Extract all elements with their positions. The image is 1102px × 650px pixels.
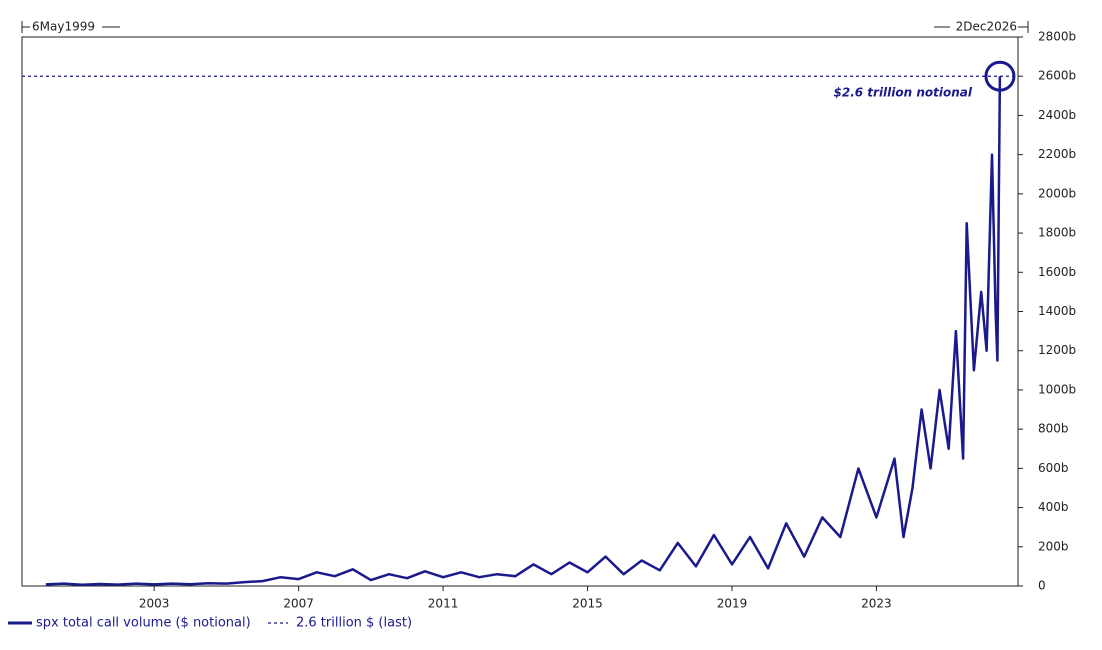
y-tick-label: 800b xyxy=(1038,422,1069,436)
data-line xyxy=(45,76,1002,587)
x-tick-label: 2007 xyxy=(283,597,314,611)
x-tick-label: 2015 xyxy=(572,597,603,611)
y-tick-label: 2400b xyxy=(1038,108,1076,122)
x-tick-label: 2011 xyxy=(428,597,459,611)
y-tick-label: 0 xyxy=(1038,579,1046,593)
y-tick-label: 1400b xyxy=(1038,304,1076,318)
x-tick-label: 2003 xyxy=(139,597,170,611)
x-range-end: 2Dec2026 xyxy=(956,20,1017,34)
y-tick-label: 1800b xyxy=(1038,226,1076,240)
y-tick-label: 2800b xyxy=(1038,30,1076,44)
y-tick-label: 400b xyxy=(1038,500,1069,514)
y-tick-label: 1000b xyxy=(1038,382,1076,396)
y-tick-label: 1200b xyxy=(1038,343,1076,357)
y-tick-label: 2000b xyxy=(1038,186,1076,200)
plot-frame xyxy=(21,36,1019,587)
legend-label: spx total call volume ($ notional) xyxy=(36,616,251,631)
y-tick-label: 1600b xyxy=(1038,265,1076,279)
x-tick-label: 2023 xyxy=(861,597,892,611)
y-tick-label: 200b xyxy=(1038,539,1069,553)
x-range-start: 6May1999 xyxy=(32,20,95,34)
x-tick-label: 2019 xyxy=(717,597,748,611)
annotation: $2.6 trillion notional xyxy=(834,86,973,100)
y-tick-label: 600b xyxy=(1038,461,1069,475)
y-tick-label: 2600b xyxy=(1038,69,1076,83)
last-value-circle xyxy=(984,60,1016,92)
legend-label: 2.6 trillion $ (last) xyxy=(296,616,412,631)
y-tick-label: 2200b xyxy=(1038,147,1076,161)
